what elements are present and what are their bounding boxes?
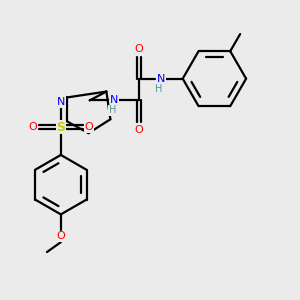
Text: O: O: [84, 122, 93, 132]
Text: O: O: [56, 231, 65, 241]
Text: H: H: [155, 84, 163, 94]
Text: S: S: [56, 121, 65, 134]
Text: N: N: [57, 98, 65, 107]
Text: O: O: [29, 122, 38, 132]
Text: O: O: [135, 125, 143, 135]
Text: H: H: [109, 105, 116, 116]
Text: N: N: [157, 74, 165, 84]
Text: O: O: [135, 44, 143, 54]
Text: N: N: [110, 95, 118, 106]
